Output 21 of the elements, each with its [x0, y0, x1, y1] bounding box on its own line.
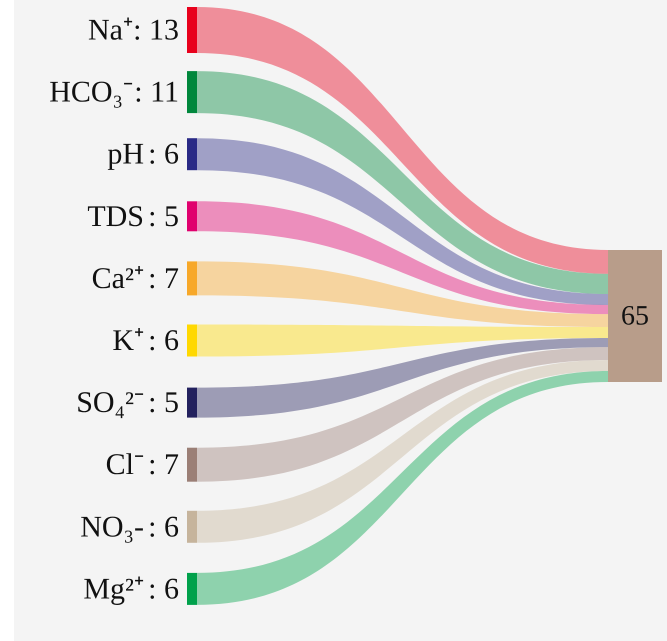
data-label: : 7 — [148, 262, 179, 295]
category-label: Ca²⁺ — [92, 262, 144, 295]
category-label: SO₄²⁻ — [76, 386, 144, 420]
text: 65 — [621, 300, 649, 332]
data-label: : 7 — [148, 448, 179, 482]
category-label: Mg²⁺ — [83, 572, 144, 606]
category-label: pH — [107, 138, 144, 171]
category-label: Na⁺ — [88, 14, 133, 46]
category-label: NO₃- — [80, 510, 144, 544]
category-label: HCO₃⁻ — [49, 76, 133, 109]
data-label: : 6 — [148, 510, 179, 544]
data-label: : 6 — [148, 138, 179, 171]
category-label: K⁺ — [112, 324, 144, 357]
data-label: : 6 — [148, 324, 179, 357]
data-label: : 5 — [148, 386, 179, 420]
category-label: TDS — [87, 200, 144, 233]
data-label: : 13 — [133, 14, 179, 46]
category-label: Cl⁻ — [106, 448, 144, 482]
data-label: : 6 — [148, 572, 179, 606]
data-label: : 5 — [148, 200, 179, 233]
data-label: : 11 — [134, 76, 179, 109]
